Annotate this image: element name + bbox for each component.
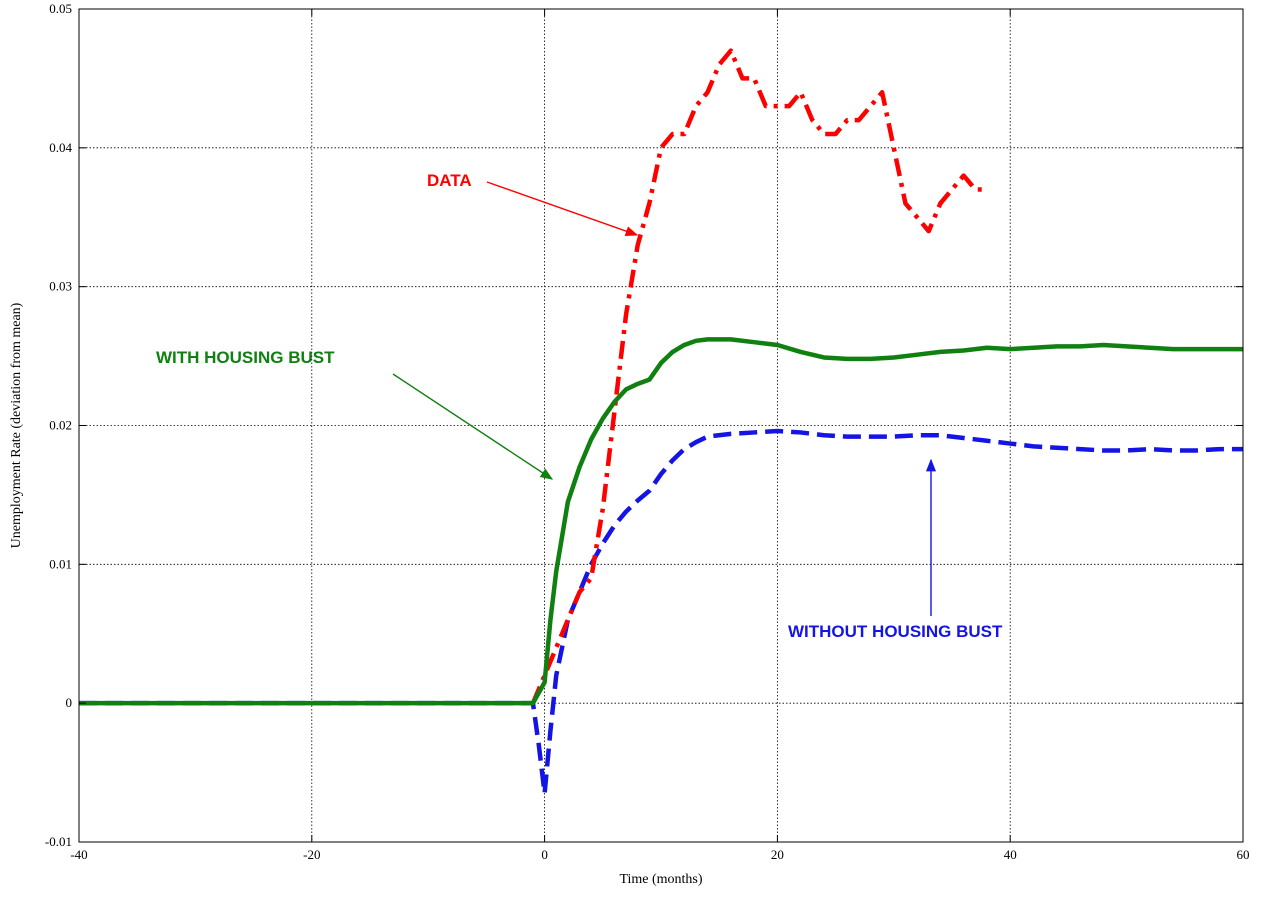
x-tick-label: -20 (303, 847, 320, 862)
y-tick-label: 0.03 (49, 279, 72, 294)
x-tick-label: 60 (1237, 847, 1250, 862)
annotation-without-housing-bust-label: WITHOUT HOUSING BUST (788, 622, 1003, 641)
grid (79, 9, 1243, 842)
annotation-data-label: DATA (427, 171, 472, 190)
series-line-with-housing-bust (79, 337, 1243, 706)
series-line-without-housing-bust (79, 428, 1243, 796)
x-tick-label: 40 (1004, 847, 1017, 862)
annotation-data-arrow (486, 181, 639, 236)
y-tick-label: 0.01 (49, 556, 72, 571)
x-tick-label: -40 (70, 847, 87, 862)
y-tick-label: 0.04 (49, 140, 72, 155)
annotation-with-housing-bust-label: WITH HOUSING BUST (156, 348, 335, 367)
x-tick-label: 0 (541, 847, 548, 862)
x-tick-label: 20 (771, 847, 784, 862)
y-tick-label: 0.02 (49, 418, 72, 433)
y-tick-label: -0.01 (45, 834, 72, 849)
y-axis-label: Unemployment Rate (deviation from mean) (9, 302, 24, 548)
y-tick-label: 0 (66, 695, 73, 710)
y-tick-label: 0.05 (49, 1, 72, 16)
series-layer (79, 48, 1243, 796)
series-line-data (530, 48, 987, 705)
annotation-with-housing-bust-arrow (392, 373, 554, 480)
x-axis-label: Time (months) (619, 872, 702, 887)
annotation-layer: DATA WITH HOUSING BUST WITHOUT HOUSING B… (156, 171, 1003, 641)
tick-layer: -40 -20 0 20 40 60 -0.01 0 0.01 0.02 0.03 0.04 0.05 (45, 1, 1250, 862)
